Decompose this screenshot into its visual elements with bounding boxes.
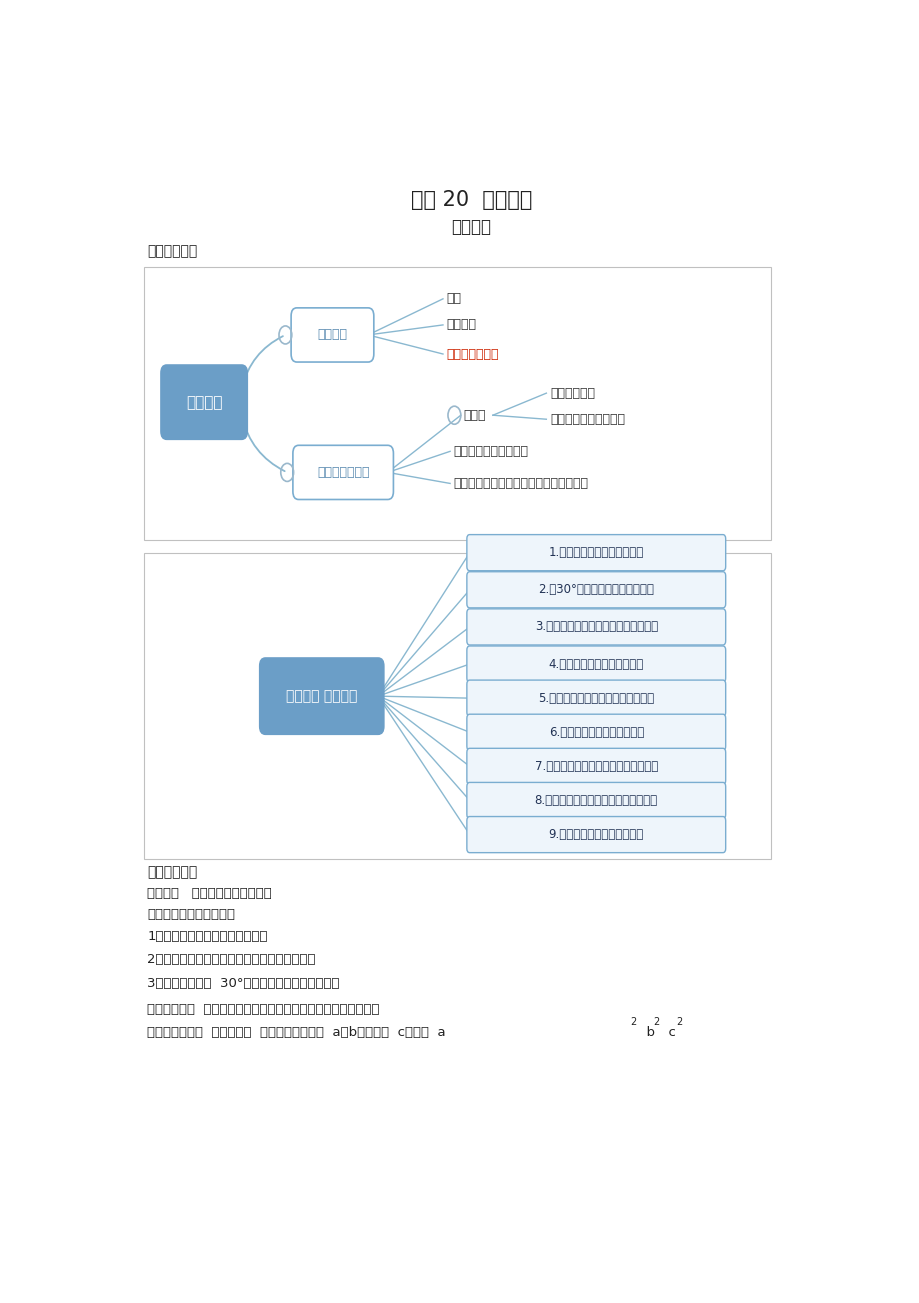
Text: 考点总结: 考点总结 xyxy=(451,218,491,236)
Text: 勾股定理逆定理的内容: 勾股定理逆定理的内容 xyxy=(453,444,528,457)
FancyBboxPatch shape xyxy=(466,534,725,571)
Text: 含字母代数式的勾股数: 含字母代数式的勾股数 xyxy=(550,413,624,426)
FancyArrowPatch shape xyxy=(380,698,468,833)
Text: 适用范围: 适用范围 xyxy=(446,318,476,331)
FancyArrowPatch shape xyxy=(380,696,467,698)
FancyArrowPatch shape xyxy=(380,698,467,765)
Text: b: b xyxy=(637,1025,654,1038)
FancyArrowPatch shape xyxy=(380,592,468,694)
Text: 2: 2 xyxy=(652,1018,659,1027)
Text: 常见的勾股数: 常见的勾股数 xyxy=(550,387,595,400)
Text: 勾股定理逆定理: 勾股定理逆定理 xyxy=(316,466,369,480)
Text: 知识点一   直角三角形与勾股定理: 知识点一 直角三角形与勾股定理 xyxy=(147,887,271,900)
Text: 5.构造直角三角形利用勾股定理解题: 5.构造直角三角形利用勾股定理解题 xyxy=(538,692,653,705)
FancyBboxPatch shape xyxy=(466,748,725,784)
FancyBboxPatch shape xyxy=(466,782,725,818)
FancyBboxPatch shape xyxy=(292,446,393,499)
Text: 专题 20  勾股定理: 专题 20 勾股定理 xyxy=(411,189,531,210)
FancyArrowPatch shape xyxy=(380,628,467,694)
Text: 概念: 概念 xyxy=(446,292,461,305)
FancyArrowPatch shape xyxy=(380,697,467,731)
FancyArrowPatch shape xyxy=(242,417,284,472)
Text: 1.利用直角三角形的性质解题: 1.利用直角三角形的性质解题 xyxy=(548,546,643,559)
FancyArrowPatch shape xyxy=(380,555,468,693)
Text: 6.利用勾股定理解决翻折问题: 6.利用勾股定理解决翻折问题 xyxy=(548,726,643,739)
Text: 表示方法：如果  直角三角形  的两直角边分别为  a，b，斜边为  c，那么  a: 表示方法：如果 直角三角形 的两直角边分别为 a，b，斜边为 c，那么 a xyxy=(147,1025,445,1038)
Text: 9.勾股定理逆定理的实际应用: 9.勾股定理逆定理的实际应用 xyxy=(548,829,643,842)
Text: 勾股定理的证明: 勾股定理的证明 xyxy=(446,348,498,361)
Text: 4.利用勾股定理解决实际问题: 4.利用勾股定理解决实际问题 xyxy=(548,658,643,671)
Text: c: c xyxy=(660,1025,675,1038)
FancyBboxPatch shape xyxy=(466,646,725,681)
Text: 【思维导图】: 【思维导图】 xyxy=(147,245,197,259)
Text: 【知识要点】: 【知识要点】 xyxy=(147,865,197,878)
FancyBboxPatch shape xyxy=(143,267,770,539)
Text: 勾股定理: 勾股定理 xyxy=(186,395,222,409)
Text: 2: 2 xyxy=(630,1018,636,1027)
FancyBboxPatch shape xyxy=(259,658,383,735)
FancyArrowPatch shape xyxy=(380,698,468,799)
FancyBboxPatch shape xyxy=(161,365,247,439)
Text: 8.运用勾股定理逆定理判断三角形形状: 8.运用勾股定理逆定理判断三角形形状 xyxy=(534,794,657,807)
Text: 勾股定理 考查题型: 勾股定理 考查题型 xyxy=(286,689,357,704)
FancyBboxPatch shape xyxy=(466,680,725,717)
Text: 7.利用勾股定理解决几何图形面积问题: 7.利用勾股定理解决几何图形面积问题 xyxy=(534,760,657,773)
FancyBboxPatch shape xyxy=(143,552,770,859)
FancyArrowPatch shape xyxy=(380,665,467,696)
Text: 3.利用勾股定理求几何体表面最短距离: 3.利用勾股定理求几何体表面最短距离 xyxy=(534,620,657,633)
FancyBboxPatch shape xyxy=(466,817,725,852)
Text: 勾股定理: 勾股定理 xyxy=(317,328,347,341)
FancyBboxPatch shape xyxy=(466,572,725,607)
Text: 1、直角三角形的两个锐角互余。: 1、直角三角形的两个锐角互余。 xyxy=(147,930,267,943)
Text: 勾股定理概念  ：直角三角形两直角边的平方和等于斜边的平方；: 勾股定理概念 ：直角三角形两直角边的平方和等于斜边的平方； xyxy=(147,1003,380,1015)
FancyBboxPatch shape xyxy=(466,609,725,645)
Text: 2.含30°角的直角三角形解题方法: 2.含30°角的直角三角形解题方法 xyxy=(538,584,653,597)
Text: 勾股定理与勾股定理逆定理的联系和区别: 勾股定理与勾股定理逆定理的联系和区别 xyxy=(453,477,588,490)
Text: 2: 2 xyxy=(675,1018,682,1027)
FancyBboxPatch shape xyxy=(290,308,373,362)
Text: 直角三角形三边的性质：: 直角三角形三边的性质： xyxy=(147,908,235,921)
FancyArrowPatch shape xyxy=(242,336,283,387)
FancyBboxPatch shape xyxy=(466,714,725,751)
Text: 勾股数: 勾股数 xyxy=(462,409,485,422)
Text: 3、直角三角形中  30°角所对的边是斜边的一半。: 3、直角三角形中 30°角所对的边是斜边的一半。 xyxy=(147,976,339,989)
Text: 2、直角三角形斜边的中线，等于斜边的一半。: 2、直角三角形斜边的中线，等于斜边的一半。 xyxy=(147,952,315,966)
